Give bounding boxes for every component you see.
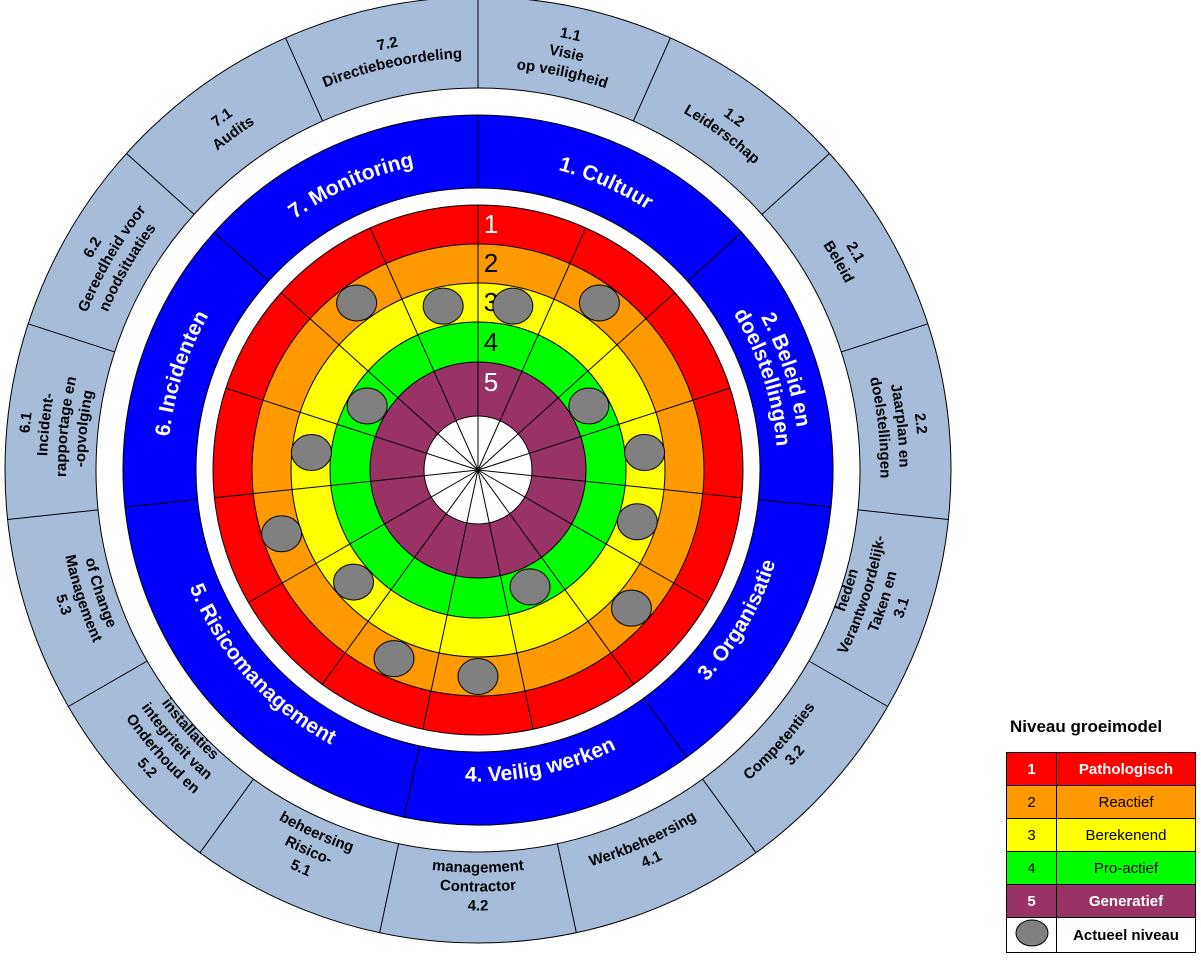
- current-level-marker-1.2: [578, 284, 620, 322]
- subelement-label-5.3: 5.3: [52, 592, 75, 617]
- outer-divider: [285, 37, 324, 122]
- current-level-marker-1.1: [492, 287, 534, 325]
- legend-level-number: 3: [1006, 818, 1057, 852]
- subelement-label-1.1: 1.1: [559, 24, 583, 45]
- outer-divider: [199, 778, 254, 853]
- section-band-7: [213, 114, 479, 283]
- current-level-marker-3.1: [616, 503, 658, 541]
- level-divider: [321, 469, 479, 685]
- level-divider: [477, 469, 742, 499]
- legend-row-1: 1 Pathologisch: [1006, 752, 1196, 786]
- outer-divider: [27, 323, 115, 353]
- legend-level-number: 5: [1006, 884, 1057, 918]
- legend-row-2: 2 Reactief: [1006, 785, 1196, 819]
- level-divider: [477, 227, 587, 471]
- outer-divider: [702, 778, 757, 853]
- outer-divider: [68, 660, 148, 707]
- current-level-marker-7.2: [422, 287, 464, 325]
- current-level-marker-4.1: [509, 568, 551, 606]
- legend-actual-label: Actueel niveau: [1056, 917, 1196, 953]
- legend-level-number: 4: [1006, 851, 1057, 885]
- level-number-4: 4: [484, 327, 498, 357]
- level-divider: [477, 387, 731, 471]
- outer-divider: [841, 323, 929, 353]
- level-divider: [225, 387, 479, 471]
- outer-divider: [761, 153, 830, 215]
- outer-divider: [126, 153, 195, 215]
- level-number-1: 1: [484, 209, 498, 239]
- level-number-5: 5: [484, 367, 498, 397]
- subelement-label-4.2: management: [431, 857, 524, 877]
- level-divider: [369, 227, 479, 471]
- level-number-2: 2: [484, 248, 498, 278]
- level-divider: [477, 469, 534, 730]
- legend-level-name: Berekenend: [1056, 818, 1196, 852]
- outer-divider: [857, 509, 949, 520]
- legend-row-4: 4 Pro-actief: [1006, 851, 1196, 885]
- level-divider: [477, 469, 635, 685]
- current-level-marker-6.2: [346, 387, 388, 425]
- level-divider: [214, 469, 479, 499]
- subelement-label-1.1: Visie: [548, 42, 586, 66]
- legend-title: Niveau groeimodel: [1010, 717, 1163, 736]
- outer-divider: [808, 660, 888, 707]
- current-level-marker-6.1: [290, 433, 332, 471]
- subelement-label-6.1: Incident-: [34, 392, 57, 457]
- current-level-marker-5.1: [373, 640, 415, 678]
- legend-marker-cell: [1006, 917, 1057, 953]
- level-divider: [477, 469, 708, 603]
- legend-row-actual: Actueel niveau: [1006, 917, 1196, 953]
- current-level-marker-7.1: [336, 284, 378, 322]
- subelement-label-5.1: 5.1: [288, 856, 314, 880]
- legend-level-name: Reactief: [1056, 785, 1196, 819]
- current-level-marker-4.2: [457, 658, 499, 695]
- legend-level-number: 2: [1006, 785, 1057, 819]
- subelement-label-4.2: 4.2: [468, 897, 489, 914]
- subelement-label-4.2: Contractor: [439, 877, 516, 896]
- level-divider: [422, 469, 479, 730]
- current-level-marker-2.2: [624, 433, 666, 471]
- subelement-label-6.1: 6.1: [17, 411, 36, 434]
- current-level-marker-3.2: [610, 589, 652, 627]
- marker-icon: [1015, 919, 1048, 947]
- outer-divider: [379, 843, 400, 933]
- outer-divider: [7, 509, 99, 520]
- subelement-label-2.2: 2.2: [911, 412, 930, 435]
- outer-divider: [632, 37, 671, 122]
- legend-row-3: 3 Berekenend: [1006, 818, 1196, 852]
- level-divider: [248, 469, 479, 603]
- legend-level-number: 1: [1006, 752, 1057, 786]
- legend-level-name: Pro-actief: [1056, 851, 1196, 885]
- level-divider: [477, 292, 676, 471]
- current-level-marker-5.2: [333, 563, 375, 601]
- current-level-marker-5.3: [261, 515, 303, 553]
- level-divider: [280, 292, 479, 471]
- subelement-label-4.1: 4.1: [639, 848, 665, 872]
- current-level-marker-2.1: [568, 387, 610, 425]
- legend-table: 1 Pathologisch 2 Reactief 3 Berekenend 4 Pro-ac…: [1006, 752, 1196, 953]
- subelement-label-7.2: 7.2: [375, 34, 399, 55]
- legend-level-name: Pathologisch: [1056, 752, 1196, 786]
- legend-level-name: Generatief: [1056, 884, 1196, 918]
- legend-row-5: 5 Generatief: [1006, 884, 1196, 918]
- subelement-label-3.1: 3.1: [890, 595, 913, 620]
- outer-divider: [556, 843, 577, 933]
